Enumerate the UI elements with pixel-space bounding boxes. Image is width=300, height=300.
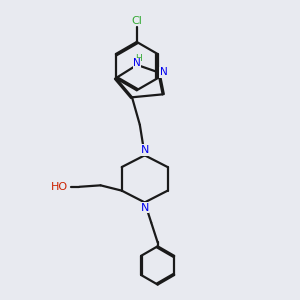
Text: N: N	[133, 58, 141, 68]
Text: N: N	[160, 67, 167, 77]
Text: HO: HO	[51, 182, 68, 192]
Text: H: H	[135, 54, 142, 63]
Text: Cl: Cl	[131, 16, 142, 26]
Text: N: N	[140, 145, 149, 155]
Text: N: N	[140, 203, 149, 213]
